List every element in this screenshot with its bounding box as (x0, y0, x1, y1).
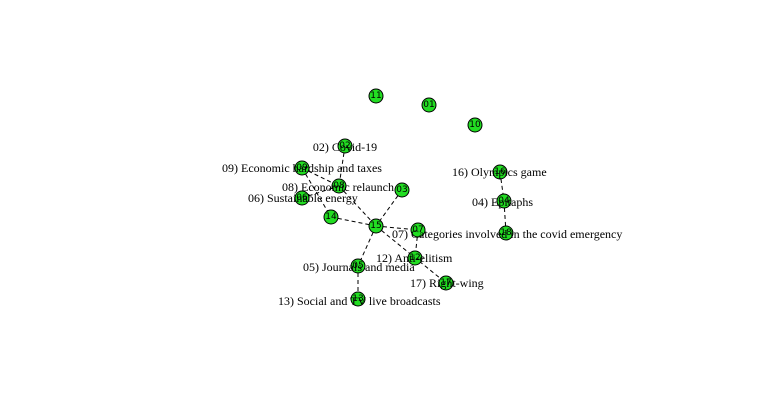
node-circle (410, 222, 426, 238)
node-id: 17 (440, 278, 451, 288)
node-circle (294, 160, 310, 176)
node-02: 02 (337, 138, 353, 154)
node-18: 18 (498, 225, 514, 241)
node-label-08: 08) Economic relaunch (282, 180, 394, 194)
node-circle (407, 250, 423, 266)
node-16: 16 (492, 164, 508, 180)
node-id: 08 (333, 181, 345, 191)
node-circle (438, 275, 454, 291)
node-circle (331, 178, 347, 194)
node-id: 06 (296, 193, 308, 203)
node-08: 08 (331, 178, 347, 194)
edge-n14-n15 (330, 216, 377, 227)
node-circle (498, 225, 514, 241)
node-id: 18 (500, 228, 512, 238)
node-circle (492, 164, 508, 180)
node-id: 04 (498, 196, 510, 206)
node-label-17: 17) Right-wing (410, 276, 484, 290)
edge-n04-n18 (503, 200, 507, 234)
node-09: 09 (294, 160, 310, 176)
node-circle (368, 218, 384, 234)
node-03: 03 (394, 182, 410, 198)
node-01: 01 (421, 97, 437, 113)
node-circle (467, 117, 483, 133)
node-label-07: 07) Categories involved in the covid eme… (392, 227, 622, 241)
node-06: 06 (294, 190, 310, 206)
node-label-12: 12) Anti-elitism (376, 251, 453, 265)
node-circle (394, 182, 410, 198)
node-id: 16 (494, 167, 506, 177)
node-id: 09 (296, 163, 308, 173)
node-circle (323, 209, 339, 225)
node-circle (350, 258, 366, 274)
node-10: 10 (467, 117, 483, 133)
node-id: 13 (352, 294, 363, 304)
node-id: 11 (370, 91, 381, 101)
node-circle (421, 97, 437, 113)
edge-n09-n14 (301, 167, 332, 218)
node-05: 05 (350, 258, 366, 274)
node-circle (350, 291, 366, 307)
node-id: 07 (412, 225, 423, 235)
node-id: 15 (370, 221, 381, 231)
node-id: 05 (352, 261, 363, 271)
node-13: 13 (350, 291, 366, 307)
node-14: 14 (323, 209, 339, 225)
node-id: 14 (325, 212, 337, 222)
node-id: 01 (423, 100, 434, 110)
node-12: 12 (407, 250, 423, 266)
node-circle (337, 138, 353, 154)
node-id: 10 (469, 120, 481, 130)
node-15: 15 (368, 218, 384, 234)
edge-n08-n15 (338, 185, 377, 227)
node-id: 03 (396, 185, 407, 195)
node-id: 02 (339, 141, 350, 151)
node-07: 07 (410, 222, 426, 238)
node-label-06: 06) Sustainable energy (248, 191, 358, 205)
node-label-13: 13) Social and TV live broadcasts (278, 294, 441, 308)
node-11: 11 (368, 88, 384, 104)
node-label-16: 16) Olympics game (452, 165, 547, 179)
node-id: 12 (409, 253, 420, 263)
node-04: 04 (496, 193, 512, 209)
node-circle (368, 88, 384, 104)
node-label-05: 05) Journals and media (303, 260, 415, 274)
node-label-04: 04) Epitaphs (472, 195, 533, 209)
node-circle (496, 193, 512, 209)
node-circle (294, 190, 310, 206)
node-label-02: 02) Covid-19 (313, 140, 377, 154)
node-17: 17 (438, 275, 454, 291)
node-label-09: 09) Economic hardship and taxes (222, 161, 382, 175)
